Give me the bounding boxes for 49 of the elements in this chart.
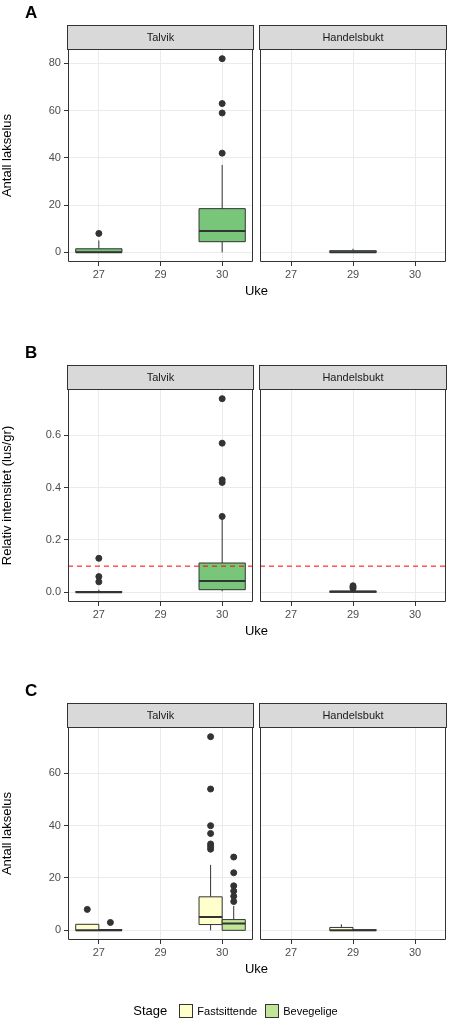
y-tick-label: 60 [48,103,61,116]
y-tick-label: 60 [48,766,61,779]
y-tick-label: 20 [48,871,61,884]
x-tick-label: 29 [154,945,167,958]
x-axis-title: Uke [243,623,270,638]
y-tick-label: 20 [48,198,61,211]
chart-subtitle: Handelsbukt [259,25,447,50]
x-tick-label: 29 [154,267,167,280]
x-tick-label: 29 [346,945,360,958]
x-tick-label: 30 [408,267,422,280]
y-tick-label: 40 [48,150,61,163]
y-tick-label: 0 [54,923,61,936]
x-tick-label: 27 [92,267,105,280]
y-tick-label: 0 [54,245,61,258]
x-tick-label: 30 [408,945,422,958]
x-tick-label: 27 [284,945,298,958]
y-axis-title: Relativ intensitet (lus/gr) [0,425,15,566]
legend-title: Stage [133,1003,168,1018]
x-tick-label: 27 [284,267,298,280]
y-axis-title: Antall lakselus [0,791,15,876]
chart-subtitle: Handelsbukt [259,703,447,728]
chart-subtitle: Handelsbukt [259,365,447,390]
chart-title: C [25,681,38,701]
x-tick-label: 29 [346,607,360,620]
x-tick-label: 30 [216,945,229,958]
chart-subtitle: Talvik [67,25,254,50]
x-tick-label: 27 [92,945,105,958]
chart-title: B [25,343,38,363]
y-tick-label: 80 [48,56,61,69]
x-tick-label: 29 [154,607,167,620]
chart-subtitle: Talvik [67,703,254,728]
legend-label: Bevegelige [283,1004,338,1017]
y-tick-label: 0.2 [45,533,61,546]
chart-subtitle: Talvik [67,365,254,390]
x-tick-label: 30 [216,607,229,620]
y-tick-label: 0.4 [45,480,61,493]
x-tick-label: 27 [92,607,105,620]
x-tick-label: 27 [284,607,298,620]
y-tick-label: 0.6 [45,428,61,441]
x-tick-label: 29 [346,267,360,280]
y-axis-title: Antall lakselus [0,113,15,198]
x-tick-label: 30 [216,267,229,280]
chart-title: A [25,3,38,23]
x-axis-title: Uke [243,283,270,298]
x-axis-title: Uke [243,961,270,976]
x-tick-label: 30 [408,607,422,620]
y-tick-label: 0.0 [45,585,61,598]
legend-label: Fastsittende [197,1004,258,1017]
y-tick-label: 40 [48,818,61,831]
